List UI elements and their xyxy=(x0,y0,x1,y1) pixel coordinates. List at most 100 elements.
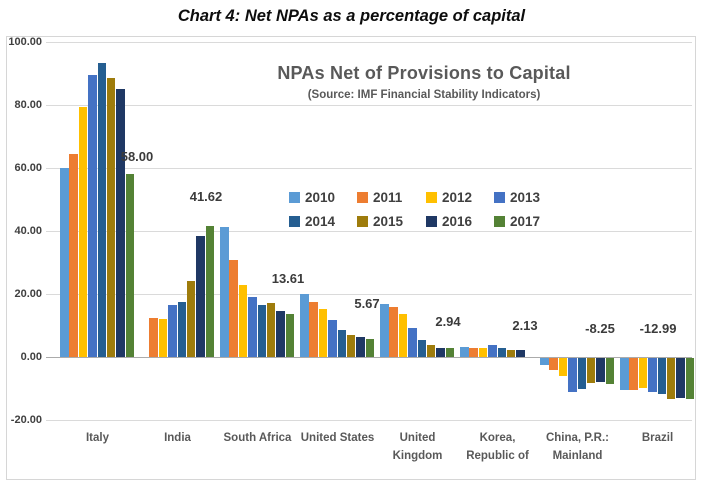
legend-swatch-2013 xyxy=(494,192,505,203)
bar-italy-2010 xyxy=(60,168,69,357)
bar-united-states-2017 xyxy=(365,339,375,357)
bar-china-p-r-mainland-2016 xyxy=(596,358,605,382)
bar-south-africa-2013 xyxy=(248,297,257,357)
gridline-60 xyxy=(46,168,692,169)
bar-south-africa-2015 xyxy=(266,303,276,357)
y-tick-label: 40.00 xyxy=(14,225,42,237)
bar-korea-republic-of-2011 xyxy=(469,348,478,357)
bar-united-kingdom-2016 xyxy=(436,347,445,357)
legend-swatch-2015 xyxy=(357,216,368,227)
bar-brazil-2011 xyxy=(629,358,638,390)
bar-united-kingdom-2010 xyxy=(380,303,389,357)
legend-swatch-2014 xyxy=(289,216,300,227)
bar-korea-republic-of-2012 xyxy=(478,347,488,357)
bar-korea-republic-of-2016 xyxy=(516,350,525,357)
x-category-label-united-kingdom: United Kingdom xyxy=(392,432,443,463)
legend-swatch-2012 xyxy=(426,192,437,203)
bar-united-kingdom-2011 xyxy=(389,306,398,357)
bar-brazil-2012 xyxy=(638,358,648,388)
bar-china-p-r-mainland-2010 xyxy=(540,358,549,365)
bar-south-africa-2010 xyxy=(220,227,229,357)
legend-label-2017: 2017 xyxy=(510,214,541,229)
value-label-india: 41.62 xyxy=(189,189,223,204)
value-label-italy: 58.00 xyxy=(120,149,154,164)
y-tick-label: -20.00 xyxy=(10,414,42,426)
legend-label-2011: 2011 xyxy=(373,190,403,205)
bar-korea-republic-of-2013 xyxy=(488,344,497,357)
bar-south-africa-2012 xyxy=(238,284,248,357)
value-label-united-states: 5.67 xyxy=(354,296,380,311)
legend-label-2016: 2016 xyxy=(442,214,473,229)
y-tick-label: 80.00 xyxy=(14,99,42,111)
bar-italy-2012 xyxy=(78,106,88,357)
bar-china-p-r-mainland-2013 xyxy=(568,358,577,393)
legend-label-2014: 2014 xyxy=(305,214,336,229)
bar-united-kingdom-2015 xyxy=(426,344,436,357)
bar-korea-republic-of-2015 xyxy=(506,350,516,357)
bar-india-2017 xyxy=(205,225,215,357)
bar-united-states-2016 xyxy=(356,336,365,357)
bar-united-kingdom-2013 xyxy=(408,327,417,357)
bar-india-2011 xyxy=(149,317,158,357)
bar-south-africa-2017 xyxy=(285,314,295,357)
legend-swatch-2017 xyxy=(494,216,505,227)
legend-swatch-2016 xyxy=(426,216,437,227)
bar-brazil-2016 xyxy=(676,358,685,398)
bar-brazil-2010 xyxy=(620,358,629,391)
value-label-south-africa: 13.61 xyxy=(271,271,305,286)
legend-swatch-2011 xyxy=(357,192,368,203)
bar-brazil-2015 xyxy=(666,358,676,399)
bar-italy-2015 xyxy=(106,77,116,357)
legend-label-2012: 2012 xyxy=(442,190,473,205)
bar-united-kingdom-2012 xyxy=(398,313,408,357)
bar-italy-2016 xyxy=(116,89,125,357)
bar-italy-2017 xyxy=(125,174,135,357)
bar-india-2013 xyxy=(168,304,177,357)
legend-swatch-2010 xyxy=(289,192,300,203)
bar-italy-2011 xyxy=(69,153,78,357)
y-tick-label: 60.00 xyxy=(14,162,42,174)
bar-brazil-2017 xyxy=(685,358,695,399)
bar-united-kingdom-2014 xyxy=(417,339,426,357)
bar-china-p-r-mainland-2014 xyxy=(577,358,586,389)
y-tick-label: 100.00 xyxy=(8,36,42,48)
bar-united-kingdom-2017 xyxy=(445,347,455,357)
bar-brazil-2014 xyxy=(657,358,666,394)
bar-italy-2014 xyxy=(97,62,106,357)
x-category-label-south-africa: South Africa xyxy=(223,432,292,444)
bar-india-2012 xyxy=(158,318,168,357)
bar-china-p-r-mainland-2015 xyxy=(586,358,596,384)
value-label-korea-republic-of: 2.13 xyxy=(512,318,538,333)
gridline-100 xyxy=(46,42,692,43)
x-category-label-italy: Italy xyxy=(85,432,109,444)
bar-united-states-2013 xyxy=(328,320,337,357)
y-tick-label: 0.00 xyxy=(20,351,42,363)
bar-india-2014 xyxy=(177,302,186,357)
bar-korea-republic-of-2014 xyxy=(497,347,506,357)
bar-united-states-2011 xyxy=(309,301,318,357)
bar-brazil-2013 xyxy=(648,358,657,393)
bar-united-states-2015 xyxy=(346,334,356,357)
bar-united-states-2014 xyxy=(337,329,346,357)
x-category-label-korea-republic-of: Korea, Republic of xyxy=(466,432,529,463)
value-label-united-kingdom: 2.94 xyxy=(435,314,461,329)
bar-united-states-2010 xyxy=(300,294,309,357)
x-category-label-india: India xyxy=(164,432,191,444)
gridline-20 xyxy=(46,294,692,295)
bar-italy-2013 xyxy=(88,75,97,357)
chart-title: NPAs Net of Provisions to Capital xyxy=(277,63,571,83)
gridline--20 xyxy=(46,420,692,421)
chart-subtitle: (Source: IMF Financial Stability Indicat… xyxy=(307,89,541,101)
bar-china-p-r-mainland-2017 xyxy=(605,358,615,384)
gridline-80 xyxy=(46,105,692,106)
bar-south-africa-2011 xyxy=(229,259,238,357)
gridline-40 xyxy=(46,231,692,232)
gridline-0 xyxy=(46,357,692,358)
x-category-label-china-p-r-mainland: China, P.R.: Mainland xyxy=(545,432,610,463)
bar-south-africa-2016 xyxy=(276,310,285,357)
legend-label-2015: 2015 xyxy=(373,214,404,229)
value-label-china-p-r-mainland: -8.25 xyxy=(585,321,615,336)
bar-india-2015 xyxy=(186,281,196,357)
